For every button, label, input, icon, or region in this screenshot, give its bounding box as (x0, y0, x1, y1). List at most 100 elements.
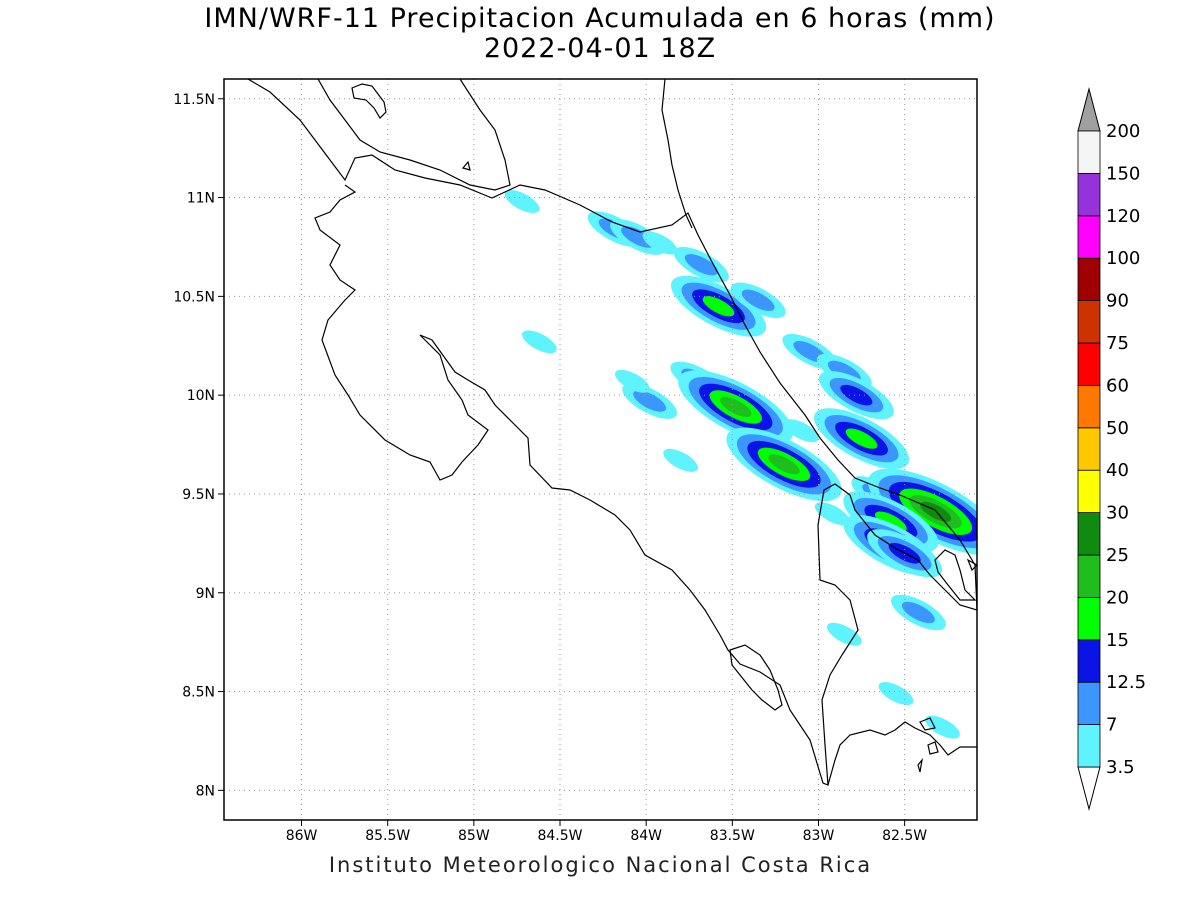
precip-contour-15 (874, 511, 907, 532)
precip-contour-3.5 (504, 190, 540, 213)
lat-tick-label: 9N (196, 586, 215, 602)
map-frame (223, 78, 978, 821)
colorbar-overflow-triangle (1077, 87, 1101, 132)
precip-contour-3.5 (615, 369, 650, 393)
precip-contour-12.5 (840, 384, 873, 406)
precip-contour-3.5 (826, 622, 862, 646)
precip-cell-21 (521, 330, 557, 354)
precip-contour-15 (845, 428, 878, 449)
precip-contour-3.5 (783, 419, 819, 443)
precip-contour-3.5 (521, 330, 557, 354)
island-small (461, 160, 471, 171)
precip-cell-22 (615, 369, 650, 393)
lon-tick-label: 83W (803, 828, 835, 844)
precip-cell-8 (818, 371, 894, 420)
colorbar-segment-3.5 (1077, 724, 1101, 768)
lat-tick-label: 8.5N (182, 685, 215, 701)
lat-tick-label: 11N (187, 191, 215, 207)
precip-contour-15 (702, 296, 735, 317)
colorbar-label: 60 (1106, 375, 1129, 396)
colorbar-segment-150 (1077, 130, 1101, 174)
institution-footer: Instituto Meteorologico Nacional Costa R… (328, 853, 873, 877)
lat-tick-label: 9.5N (182, 487, 215, 503)
precip-cell-20 (890, 594, 946, 631)
precip-contour-3.5 (925, 715, 960, 739)
precip-contour-3.5 (642, 231, 678, 255)
colorbar-segment-100 (1077, 215, 1101, 259)
lat-tick-label: 8N (196, 783, 215, 799)
precip-contour-3.5 (663, 448, 698, 472)
colorbar-label: 120 (1106, 206, 1140, 227)
precip-cell-10 (622, 383, 678, 419)
colorbar-segment-20 (1077, 554, 1101, 598)
precip-cell-23 (663, 448, 698, 472)
colorbar-label: 7 (1106, 715, 1117, 736)
lat-tick-label: 11.5N (173, 92, 215, 108)
colorbar-label: 30 (1106, 503, 1129, 524)
axis-labels: 86W 85.5W 85W 84.5W 84W 83.5W 83W 82.5W 8N 8.5N 9N… (173, 92, 927, 844)
map-title: IMN/WRF-11 Precipitacion Acumulada en 6 … (204, 3, 996, 34)
colorbar-label: 90 (1106, 291, 1129, 312)
caribbean-coast (661, 79, 693, 229)
coastline-layer (247, 79, 977, 786)
colorbar-legend: 3.5 7 12.5 15 20 25 30 40 50 60 75 90 100 120 150 200 (1077, 87, 1146, 811)
precip-contour-20 (720, 396, 752, 418)
colorbar-label: 12.5 (1106, 672, 1146, 693)
precip-contour-7 (741, 289, 775, 311)
colorbar-underflow-triangle (1077, 766, 1101, 811)
precip-cell-9 (813, 408, 910, 470)
colorbar-label: 25 (1106, 545, 1129, 566)
colorbar-segment-75 (1077, 300, 1101, 344)
precip-cell-16 (867, 468, 977, 555)
colorbar-segment-12.5 (1077, 639, 1101, 683)
lat-tick-label: 10N (187, 388, 215, 404)
precipitation-layer (504, 190, 977, 739)
precip-cell-4 (670, 275, 767, 337)
precip-cell-12 (678, 370, 794, 444)
lon-tick-label: 84.5W (537, 828, 582, 844)
panama-coast-se (827, 721, 977, 786)
colorbar-segment-120 (1077, 172, 1101, 217)
precip-cell-14 (783, 419, 819, 443)
precip-contour-3.5 (814, 502, 850, 526)
precip-contour-7 (684, 254, 718, 276)
colorbar-label: 15 (1106, 630, 1129, 651)
map-subtitle-date: 2022-04-01 18Z (483, 33, 717, 64)
colorbar-segment-15 (1077, 597, 1101, 641)
precip-cell-24 (814, 502, 850, 526)
colorbar-segment-40 (1077, 427, 1101, 471)
colorbar-label: 20 (1106, 587, 1129, 608)
nicaragua-lake-shore (317, 79, 511, 191)
precip-cell-13 (726, 427, 842, 502)
colorbar-segment-30 (1077, 469, 1101, 514)
lon-tick-label: 82.5W (882, 828, 927, 844)
colorbar-label: 50 (1106, 418, 1129, 439)
precip-contour-20 (768, 454, 800, 475)
panama-peninsula (729, 644, 783, 711)
precip-cell-2 (642, 231, 678, 255)
colorbar-label: 200 (1106, 121, 1140, 142)
lon-tick-label: 86W (286, 828, 318, 844)
colorbar-segment-90 (1077, 257, 1101, 302)
island-ometepe (351, 83, 387, 119)
colorbar-segment-60 (1077, 342, 1101, 386)
precip-contour-7 (621, 226, 655, 248)
precip-contour-7 (901, 601, 935, 624)
lon-tick-label: 85.5W (365, 828, 410, 844)
colorbar-segment-50 (1077, 384, 1101, 429)
colorbar-label: 40 (1106, 460, 1129, 481)
lat-tick-label: 10.5N (173, 289, 215, 305)
colorbar-label: 75 (1106, 333, 1129, 354)
colorbar-label: 3.5 (1106, 757, 1135, 778)
precip-cell-25 (878, 682, 914, 705)
lon-tick-label: 84W (630, 828, 662, 844)
precip-cell-26 (925, 715, 960, 739)
precip-cell-28 (504, 190, 540, 213)
colorbar-segment-25 (1077, 512, 1101, 556)
panama-islands (917, 717, 939, 773)
precip-cell-3 (673, 246, 729, 283)
lon-tick-label: 83.5W (710, 828, 755, 844)
bocas-del-toro (934, 549, 977, 601)
colorbar-label: 100 (1106, 248, 1140, 269)
